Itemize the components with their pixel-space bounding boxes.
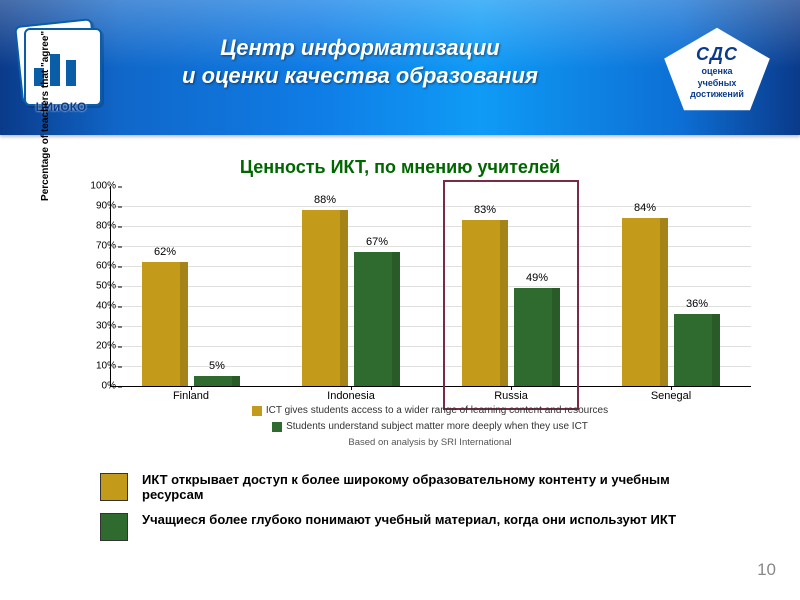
- header-banner: ЦИиОКО Центр информатизации и оценки кач…: [0, 0, 800, 135]
- banner-title: Центр информатизации и оценки качества о…: [120, 34, 600, 89]
- bar-value-label: 5%: [209, 360, 225, 372]
- y-tick: 50%: [72, 281, 116, 292]
- footer-legend-item: Учащиеся более глубоко понимают учебный …: [100, 512, 720, 541]
- legend-item: Students understand subject matter more …: [272, 420, 588, 434]
- category-group: 88%67%Indonesia: [271, 186, 431, 386]
- y-tick: 20%: [72, 341, 116, 352]
- bar-value-label: 62%: [154, 246, 176, 258]
- y-tick: 100%: [72, 181, 116, 192]
- badge-line1: оценка: [702, 66, 733, 77]
- y-tick: 60%: [72, 261, 116, 272]
- x-axis-label: Finland: [111, 390, 271, 402]
- badge-acronym: СДС: [696, 44, 738, 65]
- y-tick: 80%: [72, 221, 116, 232]
- footer-legend-item: ИКТ открывает доступ к более широкому об…: [100, 472, 720, 502]
- banner-title-line1: Центр информатизации: [120, 34, 600, 62]
- y-tick: 0%: [72, 381, 116, 392]
- y-tick: 30%: [72, 321, 116, 332]
- bar: 84%: [622, 218, 668, 386]
- category-group: 84%36%Senegal: [591, 186, 751, 386]
- y-tick: 90%: [72, 201, 116, 212]
- legend-item: ICT gives students access to a wider ran…: [252, 404, 608, 418]
- y-axis-label: Percentage of teachers that "agree": [40, 31, 51, 201]
- badge-line3: достижений: [690, 89, 744, 100]
- chart-title: Ценность ИКТ, по мнению учителей: [0, 157, 800, 178]
- footer-legend: ИКТ открывает доступ к более широкому об…: [100, 472, 720, 541]
- logo-label: ЦИиОКО: [18, 100, 104, 114]
- footer-legend-label: Учащиеся более глубоко понимают учебный …: [142, 512, 676, 527]
- y-tick: 10%: [72, 361, 116, 372]
- y-tick: 40%: [72, 301, 116, 312]
- bar: 62%: [142, 262, 188, 386]
- x-axis-label: Senegal: [591, 390, 751, 402]
- badge-line2: учебных: [698, 78, 737, 89]
- bar: 36%: [674, 314, 720, 386]
- footer-legend-label: ИКТ открывает доступ к более широкому об…: [142, 472, 720, 502]
- y-tick: 70%: [72, 241, 116, 252]
- page-number: 10: [757, 560, 776, 580]
- org-logo: ЦИиОКО: [18, 22, 104, 114]
- bar: 67%: [354, 252, 400, 386]
- chart-legend: ICT gives students access to a wider ran…: [110, 404, 750, 449]
- bar: 88%: [302, 210, 348, 386]
- bar-value-label: 84%: [634, 202, 656, 214]
- bar-value-label: 88%: [314, 194, 336, 206]
- bar-chart: Percentage of teachers that "agree" 62%5…: [70, 186, 760, 436]
- highlight-box: [443, 180, 579, 410]
- swatch-icon: [100, 473, 128, 501]
- bar: 5%: [194, 376, 240, 386]
- x-axis-label: Indonesia: [271, 390, 431, 402]
- chart-subnote: Based on analysis by SRI International: [110, 437, 750, 450]
- sds-badge: СДС оценка учебных достижений: [662, 26, 772, 112]
- category-group: 62%5%Finland: [111, 186, 271, 386]
- banner-title-line2: и оценки качества образования: [120, 62, 600, 90]
- bar-value-label: 67%: [366, 236, 388, 248]
- swatch-icon: [100, 513, 128, 541]
- bar-value-label: 36%: [686, 298, 708, 310]
